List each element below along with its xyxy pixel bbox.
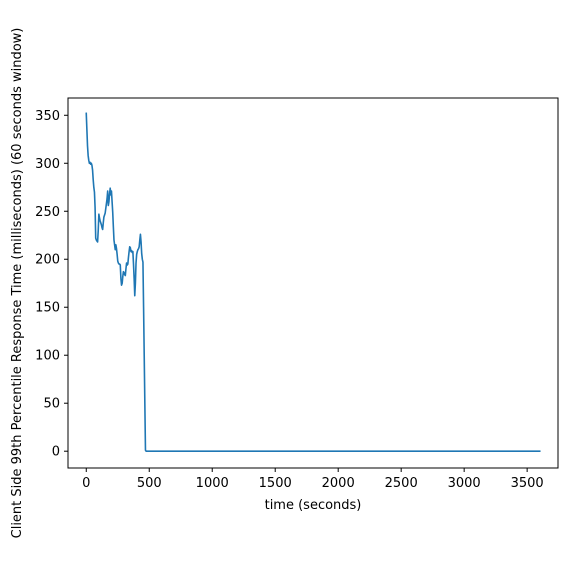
- y-tick-label: 200: [35, 253, 60, 268]
- x-axis-label: time (seconds): [265, 498, 362, 513]
- y-tick-label: 250: [35, 205, 60, 220]
- x-tick-label: 3500: [511, 476, 544, 491]
- x-tick-label: 500: [137, 476, 162, 491]
- y-tick-label: 0: [52, 445, 60, 460]
- y-tick-label: 300: [35, 157, 60, 172]
- x-tick-label: 1000: [196, 476, 229, 491]
- x-tick-label: 2500: [385, 476, 418, 491]
- y-tick-label: 350: [35, 109, 60, 124]
- x-tick-label: 0: [82, 476, 90, 491]
- axes-frame: [67, 97, 559, 469]
- x-tick-label: 3000: [448, 476, 481, 491]
- x-tick-label: 1500: [259, 476, 292, 491]
- axes: 0 500 1000 1500 2000 2500 3000 3500 0 50 100 150 200…: [35, 97, 559, 491]
- y-tick-label: 150: [35, 301, 60, 316]
- y-axis-label: Client Side 99th Percentile Response Tim…: [10, 28, 25, 539]
- x-tick-label: 2000: [322, 476, 355, 491]
- plot-area: [85, 112, 541, 452]
- y-tick-label: 100: [35, 349, 60, 364]
- y-tick-label: 50: [43, 397, 60, 412]
- series-line-0: [85, 112, 541, 452]
